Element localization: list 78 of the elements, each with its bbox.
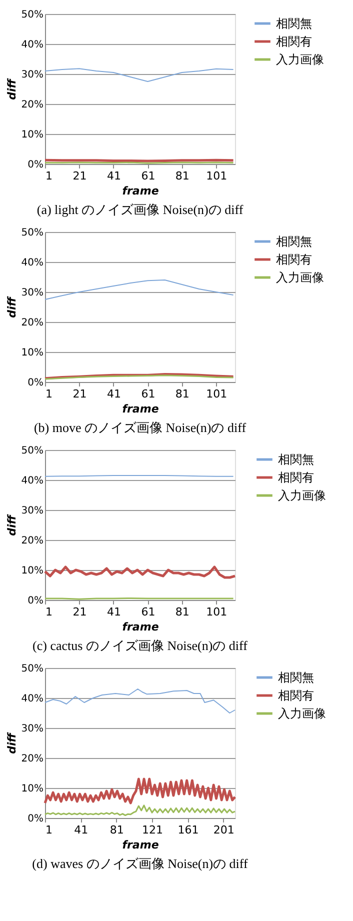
y-tick-label: 30%: [21, 724, 44, 734]
legend-label: 入力画像: [278, 488, 326, 502]
x-tick-label: 81: [175, 606, 190, 618]
x-tick-label: 21: [72, 388, 87, 400]
y-tick-label: 50%: [21, 10, 44, 20]
x-tick-label: 81: [175, 170, 190, 182]
y-tick-label: 30%: [21, 288, 44, 298]
x-tick-label: 41: [106, 388, 121, 400]
x-tick-label: 41: [106, 606, 121, 618]
legend-label: 入力画像: [276, 270, 324, 284]
y-tick-label: 20%: [21, 318, 44, 328]
x-tick-label: 101: [206, 170, 228, 182]
line-series: [44, 804, 236, 816]
legend-label: 相関有: [278, 470, 314, 484]
x-tick-label: 81: [175, 388, 190, 400]
y-tick-label: 30%: [21, 506, 44, 516]
x-axis-title: frame: [122, 620, 160, 634]
y-tick-label: 40%: [21, 258, 44, 268]
legend-label: 相関無: [278, 670, 314, 684]
text: (d) waves のノイズ画像 Noise(n)の diff: [32, 856, 249, 871]
y-tick-label: 50%: [21, 446, 44, 456]
x-axis-title: frame: [122, 838, 160, 852]
line-series: [44, 566, 236, 579]
x-tick-label: 41: [106, 170, 121, 182]
legend-label: 相関無: [276, 16, 312, 30]
x-tick-label: 121: [142, 824, 164, 836]
legend-label: 入力画像: [278, 706, 326, 720]
x-tick-label: 21: [72, 606, 87, 618]
y-tick-label: 10%: [21, 784, 44, 794]
x-axis-title: frame: [122, 402, 160, 416]
y-tick-label: 0%: [28, 160, 44, 170]
x-tick-label: 1: [46, 388, 52, 400]
x-tick-label: 81: [110, 824, 124, 836]
y-tick-label: 50%: [21, 228, 44, 238]
x-tick-label: 21: [72, 170, 87, 182]
text: (b) move のノイズ画像 Noise(n)の diff: [34, 420, 247, 435]
y-tick-label: 0%: [28, 814, 44, 824]
legend-label: 相関有: [276, 34, 312, 48]
text: (a) light のノイズ画像 Noise(n)の diff: [36, 202, 244, 217]
legend-label: 相関無: [278, 452, 314, 466]
y-tick-label: 40%: [21, 694, 44, 704]
legend-label: 相関有: [276, 252, 312, 266]
y-tick-label: 20%: [21, 536, 44, 546]
y-tick-label: 0%: [28, 378, 44, 388]
y-tick-label: 40%: [21, 40, 44, 50]
y-tick-label: 10%: [21, 130, 44, 140]
y-axis-title: diff: [5, 513, 18, 536]
x-tick-label: 1: [46, 606, 52, 618]
x-tick-label: 101: [206, 606, 228, 618]
x-tick-label: 61: [141, 170, 156, 182]
y-tick-label: 0%: [28, 596, 44, 606]
x-tick-label: 201: [213, 824, 234, 836]
legend-label: 相関有: [278, 688, 314, 702]
line-series: [44, 280, 234, 300]
line-series: [44, 68, 234, 82]
y-axis-title: diff: [5, 295, 18, 318]
x-tick-label: 61: [141, 388, 156, 400]
line-series: [44, 688, 236, 714]
x-tick-label: 101: [206, 388, 228, 400]
y-axis-title: diff: [5, 77, 18, 100]
x-tick-label: 161: [178, 824, 199, 836]
x-tick-label: 61: [141, 606, 156, 618]
x-tick-label: 1: [46, 824, 52, 836]
line-series: [44, 778, 236, 804]
x-tick-label: 41: [74, 824, 88, 836]
legend-label: 相関無: [276, 234, 312, 248]
text: (c) cactus のノイズ画像 Noise(n)の diff: [32, 638, 248, 653]
legend-label: 入力画像: [276, 52, 324, 66]
y-axis-title: diff: [5, 731, 18, 754]
y-tick-label: 20%: [21, 100, 44, 110]
y-tick-label: 50%: [21, 664, 44, 674]
y-tick-label: 10%: [21, 566, 44, 576]
x-axis-title: frame: [122, 184, 160, 198]
y-tick-label: 20%: [21, 754, 44, 764]
x-tick-label: 1: [46, 170, 52, 182]
y-tick-label: 40%: [21, 476, 44, 486]
y-tick-label: 30%: [21, 70, 44, 80]
y-tick-label: 10%: [21, 348, 44, 358]
